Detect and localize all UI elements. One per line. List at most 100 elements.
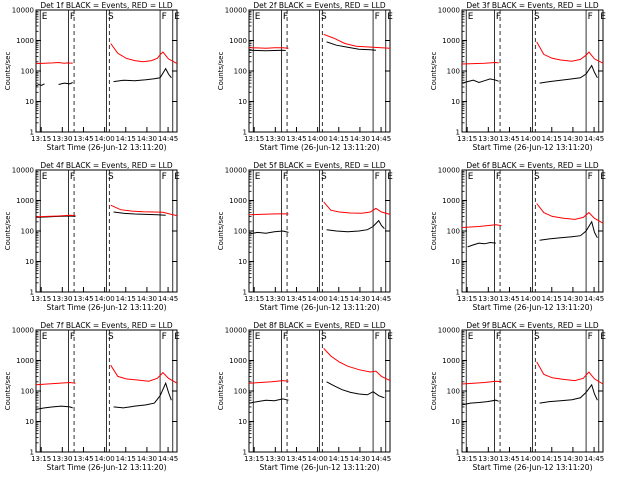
- x-tick-label: 14:00: [521, 295, 541, 303]
- y-tick-label: 100: [21, 68, 34, 76]
- interval-flag: F: [162, 172, 167, 182]
- interval-flag: F: [70, 12, 75, 22]
- interval-flag: F: [70, 172, 75, 182]
- y-tick-label: 1: [243, 449, 247, 457]
- lld-series-line: [248, 213, 289, 216]
- y-tick-label: 1: [243, 129, 247, 137]
- x-tick-label: 14:30: [137, 455, 157, 463]
- lld-series-line: [35, 214, 76, 218]
- panel-title: Det 3f BLACK = Events, RED = LLD: [466, 1, 599, 10]
- x-axis-label: Start Time (26-Jun-12 13:11:20): [47, 463, 167, 472]
- interval-flag: S: [108, 12, 114, 22]
- y-tick-label: 10000: [225, 7, 247, 15]
- x-axis-label: Start Time (26-Jun-12 13:11:20): [473, 303, 593, 312]
- x-tick-label: 13:15: [31, 135, 51, 143]
- x-tick-label: 14:30: [350, 295, 370, 303]
- interval-flag: E: [255, 332, 261, 342]
- interval-flag: S: [321, 172, 327, 182]
- lld-series-line: [35, 61, 73, 65]
- x-axis-label: Start Time (26-Jun-12 13:11:20): [47, 143, 167, 152]
- interval-flag: E: [468, 332, 474, 342]
- events-series-line: [326, 219, 385, 233]
- events-series-line: [113, 67, 172, 83]
- interval-flag: E: [468, 172, 474, 182]
- interval-flag: E: [42, 172, 48, 182]
- y-tick-label: 1: [30, 449, 34, 457]
- detector-panel-1: Det 1f BLACK = Events, RED = LLD 1 10 100 10…: [4, 1, 180, 152]
- y-tick-label: 1000: [229, 37, 247, 45]
- x-tick-label: 13:30: [52, 295, 72, 303]
- x-tick-label: 14:30: [563, 295, 583, 303]
- y-tick-label: 1000: [16, 197, 34, 205]
- x-tick-label: 14:00: [95, 455, 115, 463]
- y-tick-label: 10000: [438, 7, 460, 15]
- x-axis-label: Start Time (26-Jun-12 13:11:20): [473, 463, 593, 472]
- lld-series-line: [323, 33, 391, 49]
- x-tick-label: 14:45: [584, 455, 604, 463]
- events-series-line: [539, 64, 598, 84]
- x-tick-label: 14:45: [584, 135, 604, 143]
- y-tick-label: 10000: [438, 167, 460, 175]
- interval-flag: F: [496, 172, 501, 182]
- interval-flag: E: [174, 332, 180, 342]
- y-axis-label: Counts/sec: [430, 372, 438, 411]
- x-tick-label: 14:30: [350, 135, 370, 143]
- lld-series-line: [110, 43, 178, 65]
- y-tick-label: 10000: [12, 167, 34, 175]
- lld-series-line: [536, 41, 604, 64]
- x-tick-label: 14:00: [521, 135, 541, 143]
- y-tick-label: 10: [25, 418, 34, 426]
- x-axis-label: Start Time (26-Jun-12 13:11:20): [260, 303, 380, 312]
- y-tick-label: 10: [451, 98, 460, 106]
- y-axis-label: Counts/sec: [4, 212, 12, 251]
- y-tick-label: 100: [234, 388, 247, 396]
- interval-flag: F: [496, 12, 501, 22]
- interval-flag: F: [283, 332, 288, 342]
- x-tick-label: 14:15: [542, 295, 562, 303]
- x-tick-label: 14:45: [158, 455, 178, 463]
- x-tick-label: 14:00: [308, 455, 328, 463]
- panel-title: Det 9f BLACK = Events, RED = LLD: [466, 321, 599, 330]
- interval-flag: E: [255, 12, 261, 22]
- y-tick-label: 100: [447, 388, 460, 396]
- interval-flag: E: [387, 12, 393, 22]
- x-tick-label: 14:45: [371, 135, 391, 143]
- interval-flag: F: [162, 12, 167, 22]
- x-tick-label: 14:15: [116, 135, 136, 143]
- interval-flag: E: [387, 172, 393, 182]
- x-tick-label: 13:15: [31, 455, 51, 463]
- x-axis-label: Start Time (26-Jun-12 13:11:20): [47, 303, 167, 312]
- events-series-line: [58, 82, 73, 85]
- interval-flag: S: [534, 12, 540, 22]
- x-tick-label: 14:00: [521, 455, 541, 463]
- events-series-line: [539, 220, 598, 241]
- events-series-line: [326, 41, 376, 51]
- x-tick-label: 14:15: [116, 455, 136, 463]
- x-tick-label: 14:15: [329, 295, 349, 303]
- y-tick-label: 1: [30, 289, 34, 297]
- x-tick-label: 14:30: [350, 455, 370, 463]
- interval-flag: F: [375, 332, 380, 342]
- y-tick-label: 100: [447, 228, 460, 236]
- x-tick-label: 14:30: [563, 455, 583, 463]
- x-tick-label: 14:30: [137, 135, 157, 143]
- panel-title: Det 8f BLACK = Events, RED = LLD: [253, 321, 386, 330]
- interval-flag: E: [255, 172, 261, 182]
- lld-series-line: [248, 380, 289, 384]
- y-tick-label: 100: [234, 68, 247, 76]
- events-series-line: [248, 230, 289, 235]
- detector-panel-3: Det 3f BLACK = Events, RED = LLD 1 10 100 10…: [430, 1, 606, 152]
- x-tick-label: 13:30: [478, 455, 498, 463]
- x-tick-label: 13:15: [244, 455, 264, 463]
- lld-series-line: [110, 204, 178, 217]
- x-tick-label: 14:45: [371, 455, 391, 463]
- interval-flag: S: [321, 332, 327, 342]
- events-series-line: [35, 405, 73, 410]
- y-tick-label: 10: [451, 418, 460, 426]
- x-tick-label: 14:00: [95, 295, 115, 303]
- y-tick-label: 10000: [225, 167, 247, 175]
- lld-series-line: [461, 61, 499, 65]
- x-tick-label: 14:15: [542, 455, 562, 463]
- x-tick-label: 14:15: [116, 295, 136, 303]
